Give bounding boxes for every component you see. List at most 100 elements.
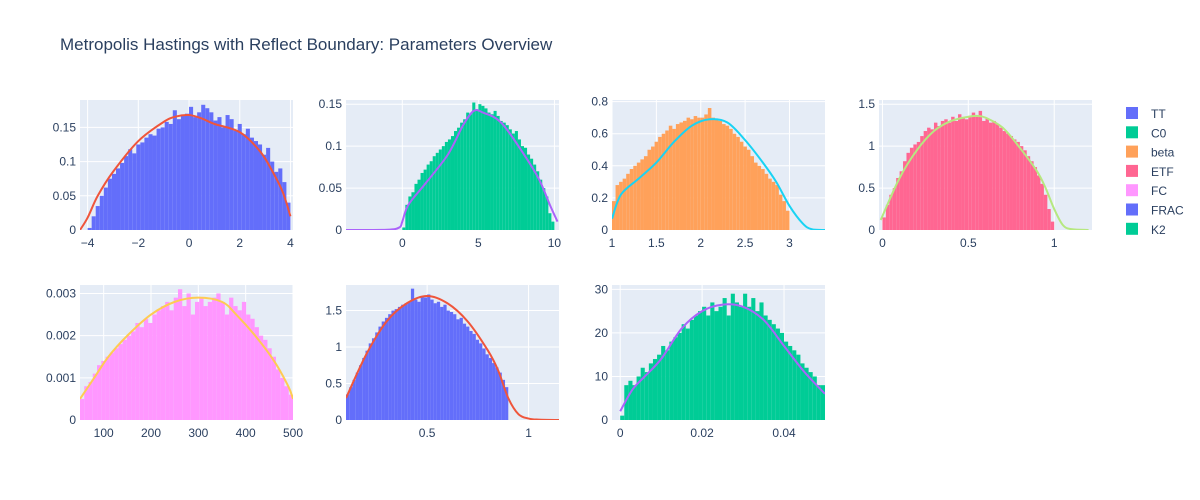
y-tick-label: 0.002 [46,329,76,343]
legend-swatch [1126,126,1138,139]
y-tick-label: 0 [69,223,76,237]
histogram-bar [816,385,821,420]
histogram-bar [249,137,254,230]
subplot-tt: −4 −2 0 2 4 0 0.05 0.1 0.15 [53,100,294,250]
histogram-beta [612,108,790,230]
histogram-bar [459,317,463,420]
histogram-bar [732,133,737,230]
x-tick-label: 0 [399,236,406,250]
histogram-bar [643,156,648,230]
histogram-bar [479,343,483,420]
x-tick-label: 0.5 [419,426,436,440]
histogram-bar [475,339,480,420]
x-tick-label: 1 [525,426,532,440]
histogram-bar [278,168,283,230]
legend-item-tt[interactable]: TT [1126,107,1166,121]
histogram-bar [286,202,291,230]
y-tick-label: 0.8 [591,95,608,109]
histogram-bar [782,201,786,230]
legend-label: beta [1151,146,1175,160]
subplot-frac: 0.5 1 0 0.5 1 1.5 [325,285,559,440]
histogram-bar [87,227,92,230]
histogram-bar [128,149,133,230]
subplot-c0: 0 5 10 0 0.05 0.1 0.15 [319,97,562,250]
legend-item-c0[interactable]: C0 [1126,126,1167,140]
legend-item-frac[interactable]: FRAC [1126,203,1184,218]
histogram-bar [763,315,768,420]
histogram-bar [619,181,623,230]
histogram-bar [362,357,366,420]
histogram-bar [411,192,415,230]
legend-item-etf[interactable]: ETF [1126,164,1174,179]
histogram-bar [217,117,222,230]
histogram-bar [454,131,458,230]
histogram-bar [1006,133,1010,230]
histogram-bar [916,141,921,230]
histogram-bar [266,147,271,230]
histogram-bar [280,377,285,420]
y-tick-label: 0 [69,413,76,427]
histogram-bar [757,165,762,230]
histogram-bar [365,350,369,420]
histogram-bar [352,379,356,420]
histogram-bar [381,321,385,420]
histogram-bar [414,183,418,230]
y-tick-label: 0 [868,223,875,237]
histogram-bar [800,363,805,420]
legend-item-beta[interactable]: beta [1126,145,1175,160]
histogram-bar [736,136,740,230]
histogram-bar [433,303,437,420]
histogram-bar [698,311,703,420]
x-tick-label: 0.5 [960,236,977,250]
legend-item-k2[interactable]: K2 [1126,222,1166,237]
histogram-bar [923,131,928,230]
histogram-bar [274,171,279,230]
x-tick-label: 400 [236,426,256,440]
histogram-bar [435,152,439,230]
histogram-bar [693,315,699,420]
histogram-bar [368,343,372,420]
x-tick-label: 0.04 [772,426,796,440]
y-tick-label: 0.003 [46,286,76,300]
histogram-bar [176,119,181,230]
histogram-bar [707,108,712,230]
histogram-bar [358,365,363,420]
legend-label: FC [1151,184,1167,198]
histogram-bar [975,116,979,230]
histogram-bar [430,299,434,420]
histogram-bar [812,376,817,420]
histogram-bar [384,317,389,420]
histogram-bar [1047,209,1051,230]
histogram-bar [892,188,897,230]
histogram-bar [229,119,234,230]
histogram-bar [622,178,627,230]
histogram-bar [165,301,170,420]
x-tick-label: 0 [617,426,624,440]
histogram-bar [514,131,518,230]
histogram-bar [665,350,670,420]
histogram-bar [177,289,183,420]
histogram-bar [224,314,230,420]
histogram-bar [410,288,415,420]
histogram-bar [462,323,467,420]
y-tick-label: 0 [601,223,608,237]
histogram-bar [203,306,208,420]
histogram-bar [156,310,161,420]
histogram-bar [225,115,230,230]
histogram-bar [985,118,989,230]
histogram-bar [139,327,144,420]
y-tick-label: 0.1 [325,139,342,153]
legend-item-fc[interactable]: FC [1126,184,1167,198]
histogram-bar [1019,146,1024,230]
x-tick-label: 200 [141,426,161,440]
histogram-bar [114,348,119,420]
histogram-bar [665,130,669,230]
histogram-bar [640,367,645,420]
histogram-bar [632,385,637,420]
y-tick-label: 0.4 [591,159,608,173]
histogram-bar [262,154,267,230]
histogram-bar [233,130,238,230]
y-tick-label: 0.05 [53,189,77,203]
